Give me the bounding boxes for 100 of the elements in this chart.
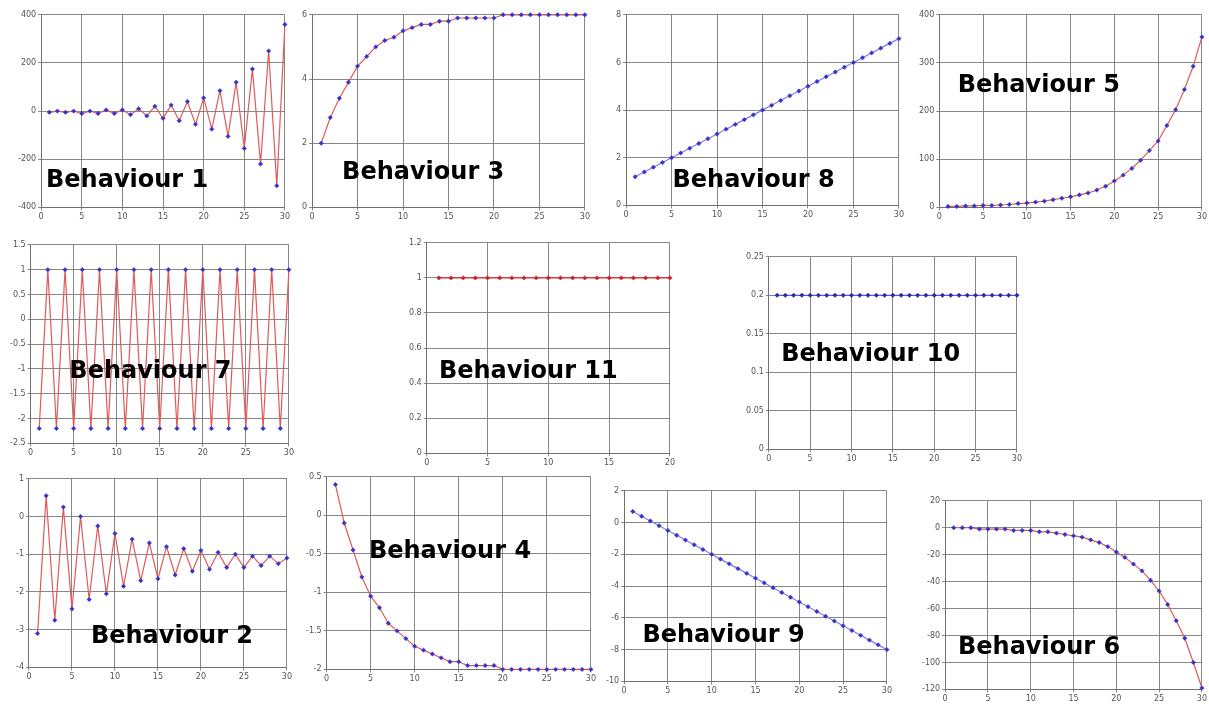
point: [258, 563, 264, 569]
y-tick-label: 0: [929, 202, 935, 212]
point: [198, 548, 204, 553]
point: [535, 666, 541, 672]
y-tick-label: 0: [302, 202, 308, 212]
point: [241, 145, 247, 151]
point: [184, 99, 190, 104]
point: [69, 606, 75, 612]
point: [1015, 201, 1021, 206]
point: [1103, 183, 1109, 189]
point: [87, 108, 93, 114]
x-tick-label: 15: [152, 672, 164, 682]
y-tick-label: -2: [15, 587, 24, 597]
point: [687, 145, 693, 151]
point: [152, 103, 158, 109]
y-tick-label: 0: [616, 200, 622, 210]
point: [71, 108, 77, 114]
x-tick-label: 30: [881, 686, 892, 696]
x-tick-label: 5: [79, 212, 85, 222]
x-tick-label: 30: [1196, 212, 1207, 222]
point: [831, 618, 837, 624]
y-tick-label: -40: [927, 576, 941, 586]
point: [1050, 197, 1056, 203]
point: [63, 109, 68, 115]
point: [232, 551, 238, 557]
point: [994, 526, 999, 532]
point: [103, 591, 109, 597]
point: [823, 613, 829, 619]
y-tick-label: 0: [18, 511, 24, 521]
point: [1036, 529, 1042, 535]
point: [1173, 107, 1179, 113]
point: [491, 663, 497, 668]
point: [959, 525, 965, 531]
x-tick-label: 0: [324, 674, 330, 684]
y-tick-label: 0: [31, 106, 37, 116]
y-tick-label: 2: [302, 138, 308, 148]
point: [155, 576, 161, 582]
y-tick-label: -3: [15, 624, 24, 634]
point: [168, 102, 174, 108]
point: [1111, 178, 1117, 184]
point: [841, 64, 847, 70]
point: [189, 568, 195, 574]
point: [409, 25, 415, 31]
point: [750, 112, 756, 118]
x-tick-label: 20: [802, 210, 814, 220]
y-tick-label: 4: [302, 74, 308, 84]
point: [823, 74, 829, 80]
point: [968, 525, 974, 531]
y-tick-label: -80: [927, 630, 941, 640]
point: [875, 642, 881, 648]
point: [726, 561, 732, 567]
point: [954, 203, 960, 209]
point: [473, 663, 479, 668]
y-tick-label: 200: [918, 106, 935, 116]
point: [1085, 190, 1091, 196]
point: [373, 44, 379, 50]
y-tick-label: -2.5: [10, 438, 26, 448]
x-tick-label: 25: [240, 448, 251, 458]
point: [176, 118, 182, 124]
text: Behaviour 1: [46, 164, 209, 193]
point: [438, 655, 444, 661]
y-tick-label: -20: [927, 549, 941, 559]
point: [1165, 602, 1171, 607]
point: [1079, 534, 1085, 540]
y-tick-label: -1: [15, 549, 24, 559]
point: [639, 513, 645, 519]
point: [119, 107, 125, 113]
point: [193, 121, 198, 127]
x-tick-label: 25: [238, 672, 250, 682]
y-tick-label: -4: [15, 662, 24, 672]
point: [850, 60, 856, 65]
x-tick-label: 5: [71, 448, 77, 458]
point: [1190, 63, 1196, 69]
point: [35, 631, 41, 636]
x-tick-label: 30: [1011, 454, 1022, 464]
point: [976, 526, 982, 532]
point: [1096, 540, 1102, 546]
x-tick-label: 20: [488, 212, 500, 222]
y-tick-label: 0: [935, 522, 941, 532]
point: [129, 536, 135, 542]
point: [465, 663, 471, 668]
x-tick-label: 0: [766, 454, 772, 464]
point: [1199, 685, 1205, 691]
point: [1011, 527, 1017, 533]
point: [144, 113, 150, 119]
x-tick-label: 25: [838, 686, 849, 696]
point: [1088, 537, 1094, 543]
point: [1033, 199, 1039, 205]
y-tick-label: 0: [613, 517, 620, 527]
point: [696, 141, 702, 146]
point: [207, 566, 212, 572]
point: [128, 112, 133, 118]
point: [570, 666, 576, 672]
point: [769, 102, 775, 108]
point: [779, 590, 785, 595]
point: [753, 575, 758, 581]
point: [1062, 532, 1068, 537]
x-tick-label: 20: [1109, 212, 1120, 222]
point: [267, 553, 273, 559]
text: Behaviour 11: [438, 355, 618, 384]
